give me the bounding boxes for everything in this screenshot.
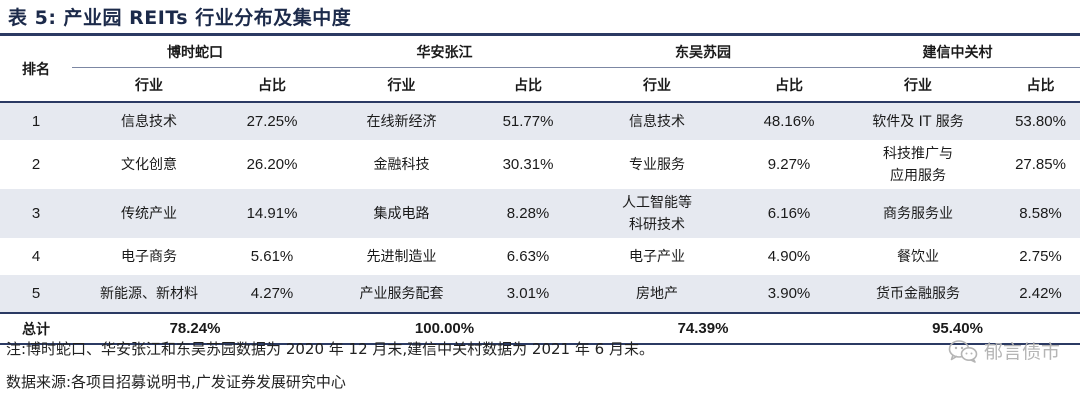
share-header: 占比 [226, 67, 318, 103]
share-cell: 8.58% [1001, 189, 1080, 238]
wechat-icon [948, 339, 978, 363]
share-cell: 6.16% [743, 189, 835, 238]
industry-cell: 产业服务配套 [318, 275, 485, 313]
watermark-text: 郁言债市 [983, 341, 1060, 363]
rank-cell: 5 [0, 275, 72, 313]
rank-cell: 3 [0, 189, 72, 238]
table-note: 注:博时蛇口、华安张江和东吴苏园数据为 2020 年 12 月末,建信中关村数据… [6, 340, 654, 358]
share-cell: 30.31% [502, 156, 554, 173]
share-cell: 3.90% [743, 275, 835, 313]
industry-cell: 文化创意 [121, 156, 177, 173]
rank-header: 排名 [0, 36, 72, 103]
industry-cell: 在线新经济 [318, 102, 485, 140]
total-row: 总计 78.24% 100.00% 74.39% 95.40% [0, 312, 1080, 345]
industry-cell: 货币金融服务 [835, 275, 1001, 313]
industry-cell: 餐饮业 [897, 248, 939, 265]
share-header: 占比 [743, 67, 835, 103]
industry-header: 行业 [318, 67, 485, 103]
share-cell: 2.42% [1001, 275, 1080, 313]
table-title: 表 5: 产业园 REITs 行业分布及集中度 [8, 7, 352, 29]
industry-cell: 信息技术 [72, 102, 226, 140]
industry-cell: 先进制造业 [366, 248, 437, 265]
total-label: 总计 [0, 312, 72, 345]
total-value: 95.40% [835, 312, 1080, 345]
share-cell: 53.80% [1001, 102, 1080, 140]
rank-cell: 1 [0, 102, 72, 140]
table-row: 3 传统产业 14.91% 集成电路 8.28% 人工智能等 科研技术 6.16… [0, 189, 1080, 238]
share-cell: 14.91% [226, 189, 318, 238]
industry-cell: 信息技术 [571, 102, 743, 140]
group-header: 东吴苏园 [571, 36, 835, 68]
industry-cell: 专业服务 [629, 156, 685, 173]
industry-cell: 新能源、新材料 [72, 275, 226, 313]
industry-cell: 科技推广与 应用服务 [883, 145, 953, 184]
share-cell: 6.63% [506, 248, 550, 265]
share-cell: 5.61% [250, 248, 294, 265]
table-row: 1 信息技术 27.25% 在线新经济 51.77% 信息技术 48.16% 软… [0, 102, 1080, 140]
total-value: 100.00% [318, 312, 571, 345]
rank-cell: 2 [31, 156, 41, 173]
group-header: 华安张江 [318, 36, 571, 68]
industry-cell: 金融科技 [373, 156, 430, 173]
industry-cell: 房地产 [571, 275, 743, 313]
industry-cell: 人工智能等 科研技术 [571, 189, 743, 238]
industry-header: 行业 [571, 67, 743, 103]
watermark: 郁言债市 [948, 337, 1060, 364]
share-header: 占比 [1001, 67, 1080, 103]
industry-header: 行业 [835, 67, 1001, 103]
table-row: 5 新能源、新材料 4.27% 产业服务配套 3.01% 房地产 3.90% 货… [0, 275, 1080, 313]
share-cell: 4.27% [226, 275, 318, 313]
industry-cell: 集成电路 [318, 189, 485, 238]
industry-cell: 电子商务 [121, 248, 177, 265]
industry-cell: 商务服务业 [835, 189, 1001, 238]
group-header: 建信中关村 [835, 36, 1080, 68]
share-cell: 48.16% [743, 102, 835, 140]
total-value: 78.24% [72, 312, 318, 345]
rank-cell: 4 [31, 248, 41, 265]
top-rule [0, 33, 1080, 36]
share-cell: 9.27% [767, 156, 811, 173]
total-value: 74.39% [571, 312, 835, 345]
share-cell: 51.77% [485, 102, 571, 140]
industry-cell: 电子产业 [629, 248, 685, 265]
share-cell: 26.20% [246, 156, 298, 173]
group-header: 博时蛇口 [72, 36, 318, 68]
industry-header: 行业 [72, 67, 226, 103]
table-row: 4 电子商务 5.61% 先进制造业 6.63% 电子产业 4.90% 餐饮业 … [0, 238, 1080, 275]
industry-cell: 软件及 IT 服务 [835, 102, 1001, 140]
share-cell: 2.75% [1019, 248, 1062, 265]
industry-cell: 传统产业 [72, 189, 226, 238]
reits-industry-table: 排名 博时蛇口 华安张江 东吴苏园 建信中关村 行业 占比 行业 占比 行业 占… [0, 36, 1080, 345]
share-cell: 27.25% [226, 102, 318, 140]
share-cell: 8.28% [485, 189, 571, 238]
share-cell: 4.90% [767, 248, 811, 265]
share-header: 占比 [485, 67, 571, 103]
table-row: 2 文化创意 26.20% 金融科技 30.31% 专业服务 9.27% 科技推… [0, 140, 1080, 189]
data-source: 数据来源:各项目招募说明书,广发证券发展研究中心 [6, 373, 346, 391]
share-cell: 3.01% [485, 275, 571, 313]
share-cell: 27.85% [1015, 156, 1066, 173]
